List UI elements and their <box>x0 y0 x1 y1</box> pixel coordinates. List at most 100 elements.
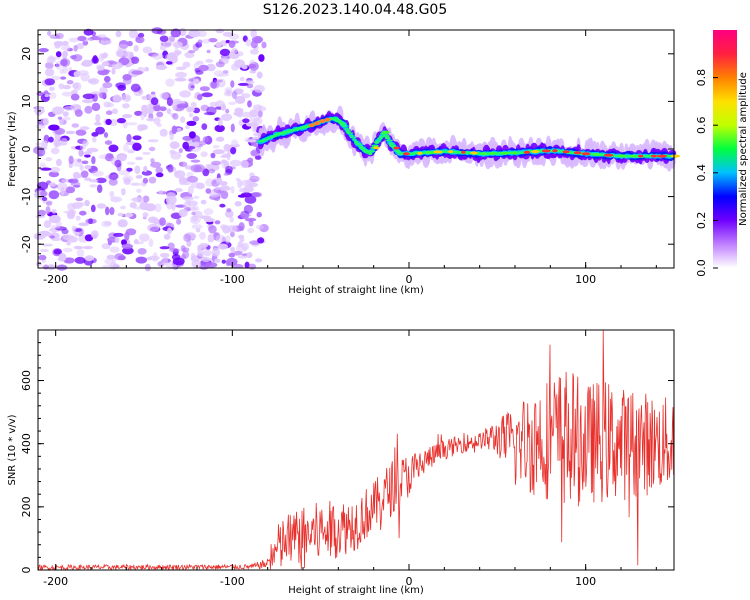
noise-blob <box>188 50 196 54</box>
signal-blob <box>350 136 356 139</box>
noise-blob <box>186 106 193 113</box>
noise-blob <box>166 97 173 107</box>
colorbar-ticks: 0.0 0.2 0.4 0.6 0.8 <box>695 69 718 277</box>
signal-blob <box>356 143 363 146</box>
noise-blob <box>234 59 245 68</box>
noise-blob <box>230 80 235 88</box>
noise-blob <box>70 181 81 187</box>
signal-peak <box>417 151 423 155</box>
colorbar-tick-label: 0.4 <box>695 164 708 182</box>
noise-blob <box>193 78 200 85</box>
noise-blob <box>212 149 225 155</box>
noise-blob <box>175 71 187 78</box>
noise-blob <box>190 159 201 163</box>
snr-ticks: -200 -100 0 100 0 200 400 600 <box>20 330 674 588</box>
noise-blob <box>109 190 115 198</box>
noise-blob <box>230 48 238 54</box>
noise-blob <box>228 252 236 258</box>
noise-blob <box>202 136 209 143</box>
noise-blob <box>77 35 87 42</box>
noise-blob <box>43 264 49 270</box>
spectrogram-x-tick-label: 100 <box>575 273 596 286</box>
colorbar-tick-label: 0.6 <box>695 116 708 134</box>
snr-frame <box>37 329 675 571</box>
spectrogram-y-tick-label: 20 <box>20 47 33 61</box>
noise-blob <box>110 196 122 203</box>
spectrogram-y-tick-label: 0 <box>20 146 33 153</box>
noise-blob <box>36 124 45 129</box>
noise-blob <box>261 41 267 49</box>
noise-blob <box>105 118 112 126</box>
noise-blob <box>227 225 238 233</box>
noise-blob <box>202 38 210 44</box>
noise-blob <box>79 210 87 216</box>
noise-blob <box>58 253 67 262</box>
noise-blob <box>91 31 96 37</box>
noise-blob <box>230 147 237 155</box>
snr-y-tick-label: 200 <box>20 496 33 517</box>
noise-blob <box>172 257 185 266</box>
noise-blob <box>42 117 49 126</box>
noise-blob <box>53 40 64 47</box>
noise-blob <box>183 233 192 242</box>
noise-blob <box>186 153 197 159</box>
noise-blob <box>137 124 145 132</box>
noise-blob <box>159 45 166 51</box>
signal-peak <box>650 154 658 158</box>
noise-blob <box>153 104 162 112</box>
signal-peak <box>433 150 443 154</box>
noise-blob <box>182 196 194 201</box>
noise-blob <box>109 207 115 215</box>
signal-blob <box>340 123 347 127</box>
snr-x-tick-label: -100 <box>220 575 245 588</box>
noise-blob <box>255 224 264 230</box>
noise-blob <box>60 76 67 80</box>
noise-blob <box>114 236 120 244</box>
signal-blob <box>348 134 354 137</box>
noise-blob <box>217 118 223 127</box>
noise-blob <box>84 234 94 242</box>
noise-blob <box>130 182 142 186</box>
noise-blob <box>174 188 183 192</box>
noise-blob <box>95 126 105 135</box>
noise-blob <box>91 156 96 165</box>
noise-blob <box>78 222 89 227</box>
noise-blob <box>185 124 190 130</box>
noise-blob <box>51 208 57 214</box>
noise-blob <box>135 175 143 179</box>
noise-blob <box>90 230 99 239</box>
noise-blob <box>230 186 235 194</box>
noise-blob <box>166 60 173 65</box>
noise-blob <box>116 117 126 124</box>
noise-blob <box>175 66 187 71</box>
noise-blob <box>199 242 209 248</box>
noise-blob <box>128 29 139 39</box>
noise-blob <box>38 48 49 53</box>
noise-blob <box>190 181 202 189</box>
noise-blob <box>230 123 235 133</box>
noise-blob <box>46 201 53 206</box>
noise-blob <box>203 217 215 223</box>
noise-blob <box>237 194 247 198</box>
noise-blob <box>238 234 245 239</box>
snr-y-tick-label: 600 <box>20 370 33 391</box>
noise-blob <box>149 226 159 232</box>
noise-blob <box>60 186 65 196</box>
noise-blob <box>142 195 150 203</box>
noise-blob <box>199 231 206 240</box>
noise-blob <box>215 28 224 34</box>
noise-blob <box>37 209 46 217</box>
noise-blob <box>234 201 242 207</box>
noise-blob <box>256 211 262 218</box>
noise-blob <box>155 64 168 70</box>
noise-blob <box>238 222 245 231</box>
snr-x-tick-label: 0 <box>406 575 413 588</box>
figure-title: S126.2023.140.04.48.G05 <box>263 2 448 18</box>
noise-blob <box>201 123 208 130</box>
noise-blob <box>228 101 237 106</box>
noise-blob <box>200 199 207 205</box>
signal-peak <box>657 154 667 158</box>
noise-blob <box>166 108 172 115</box>
noise-blob <box>250 29 257 38</box>
